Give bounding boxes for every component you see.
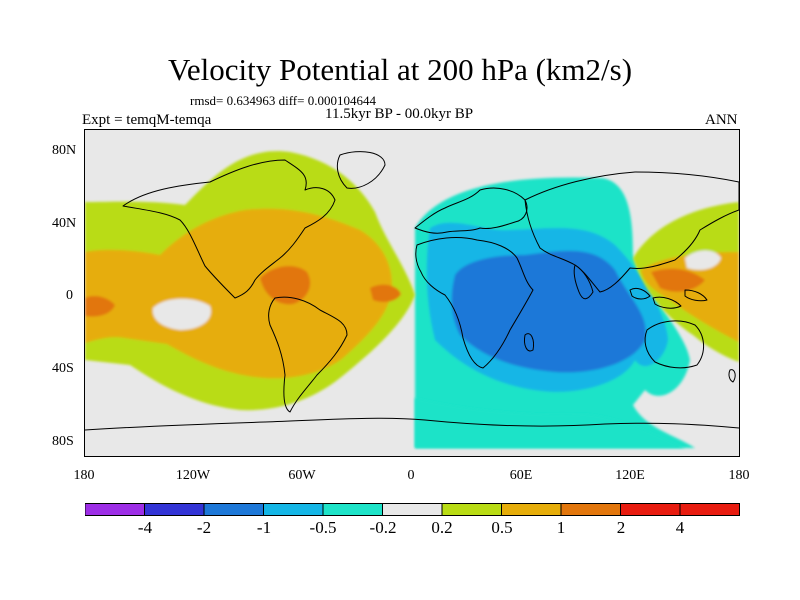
- season-label: ANN: [705, 112, 738, 128]
- colorbar-swatch: [322, 503, 383, 516]
- colorbar-swatch: [382, 503, 443, 516]
- y-tick-label: 80S: [52, 434, 74, 449]
- colorbar-swatch: [560, 503, 621, 516]
- contour-pos-1-atlantic: [370, 284, 401, 302]
- x-tick-label: 120W: [175, 468, 211, 483]
- coastlines: [85, 151, 739, 431]
- colorbar-label: -0.5: [309, 518, 337, 537]
- contour-neg-1: [451, 250, 646, 373]
- contour-pos-0.5-west: [85, 208, 392, 379]
- x-tick-label: 180: [73, 468, 95, 483]
- colorbar-swatch: [144, 503, 205, 516]
- x-tick-label: 180: [728, 468, 750, 483]
- colorbar-label: 4: [675, 518, 685, 537]
- colorbar-label: 0.2: [431, 518, 453, 537]
- colorbar-label: -4: [137, 518, 153, 537]
- colorbar-label: 1: [556, 518, 566, 537]
- y-tick-label: 80N: [52, 143, 77, 158]
- colorbar-label: -1: [256, 518, 272, 537]
- contour-zero-hole: [152, 298, 211, 330]
- x-tick-label: 60W: [288, 468, 316, 483]
- y-tick-label: 40N: [52, 216, 77, 231]
- colorbar-swatch: [620, 503, 681, 516]
- colorbar-label: 2: [616, 518, 626, 537]
- contour-neg-0.2-south: [415, 398, 685, 448]
- contour-pos-1-east: [651, 268, 705, 292]
- colorbar-label: 0.5: [491, 518, 513, 537]
- colorbar-swatch: [263, 503, 324, 516]
- x-tick-label: 60E: [509, 468, 533, 483]
- experiment-label: Expt = temqM-temqa: [82, 112, 212, 128]
- colorbar-swatch: [85, 503, 145, 516]
- period-label: 11.5kyr BP - 00.0kyr BP: [325, 106, 474, 122]
- colorbar-swatch: [679, 503, 740, 516]
- colorbar-swatch: [203, 503, 264, 516]
- contour-pos-1-west: [260, 266, 311, 305]
- y-tick-label: 40S: [52, 361, 74, 376]
- map-canvas: [85, 130, 739, 456]
- y-tick-label: 0: [66, 288, 73, 303]
- colorbar-label: -2: [196, 518, 212, 537]
- map-plot: [84, 129, 740, 457]
- colorbar-swatch: [501, 503, 562, 516]
- x-tick-label: 0: [407, 468, 415, 483]
- colorbar: [85, 503, 740, 516]
- x-tick-label: 120E: [615, 468, 645, 483]
- colorbar-swatch: [441, 503, 502, 516]
- colorbar-label: -0.2: [369, 518, 397, 537]
- map-title: Velocity Potential at 200 hPa (km2/s): [167, 52, 633, 87]
- stats-line: rmsd= 0.634963 diff= 0.000104644: [190, 93, 376, 108]
- contour-zero-hole-east: [685, 250, 721, 270]
- contour-pos-1-pacific: [85, 296, 115, 317]
